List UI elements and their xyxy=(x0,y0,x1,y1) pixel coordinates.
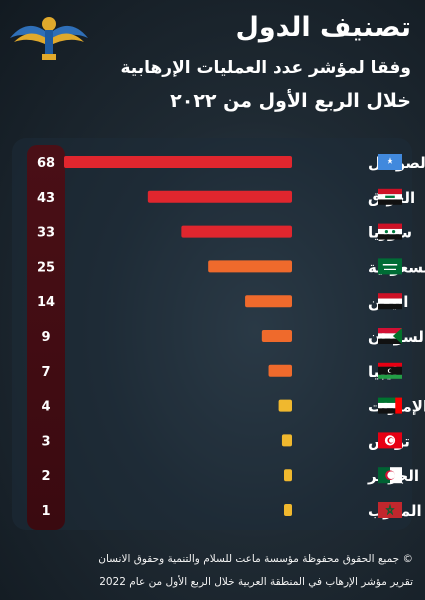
bar-11 xyxy=(284,504,292,516)
maat-logo xyxy=(10,17,88,60)
value-label-5: 14 xyxy=(37,295,55,310)
value-label-8: 4 xyxy=(41,400,50,415)
chart-panel xyxy=(12,138,412,530)
value-label-11: 1 xyxy=(41,504,50,519)
bar-8 xyxy=(278,399,292,412)
uae-flag xyxy=(378,397,402,414)
iraq-flag xyxy=(378,188,402,205)
chart-subtitle: وفقا لمؤشر عدد العمليات الإرهابية xyxy=(120,58,411,78)
value-label-9: 3 xyxy=(41,434,50,449)
bar-5 xyxy=(245,295,292,308)
bar-10 xyxy=(284,469,292,482)
bar-2 xyxy=(147,190,292,203)
value-label-7: 7 xyxy=(41,365,50,380)
bar-4 xyxy=(208,260,292,273)
report-text: تقرير مؤشر الإرهاب في المنطقة العربية خل… xyxy=(99,576,413,588)
header: تصنيف الدول وفقا لمؤشر عدد العمليات الإر… xyxy=(0,0,425,140)
saudi-arabia-flag xyxy=(378,258,402,275)
sudan-flag xyxy=(378,328,402,344)
bar-9 xyxy=(281,434,292,447)
copyright-text: © جميع الحقوق محفوظة مؤسسة ماعت للسلام و… xyxy=(98,553,413,565)
value-label-6: 9 xyxy=(41,330,50,345)
chart-title: تصنيف الدول xyxy=(235,12,411,43)
yemen-flag xyxy=(378,293,402,310)
bar-3 xyxy=(181,225,292,238)
syria-flag xyxy=(378,223,402,240)
value-label-2: 43 xyxy=(37,191,55,206)
libya-flag xyxy=(378,362,402,379)
morocco-flag xyxy=(378,502,402,518)
value-label-3: 33 xyxy=(37,226,55,241)
value-label-1: 68 xyxy=(37,156,55,171)
value-label-10: 2 xyxy=(41,469,50,484)
chart-period: خلال الربع الأول من ٢٠٢٢ xyxy=(170,90,411,112)
bar-7 xyxy=(268,364,292,377)
tunisia-flag xyxy=(378,432,402,449)
bar-6 xyxy=(261,330,292,342)
algeria-flag xyxy=(378,467,402,484)
bar-1 xyxy=(64,156,292,168)
somalia-flag xyxy=(378,154,402,170)
value-column xyxy=(27,145,65,530)
value-label-4: 25 xyxy=(37,260,55,275)
